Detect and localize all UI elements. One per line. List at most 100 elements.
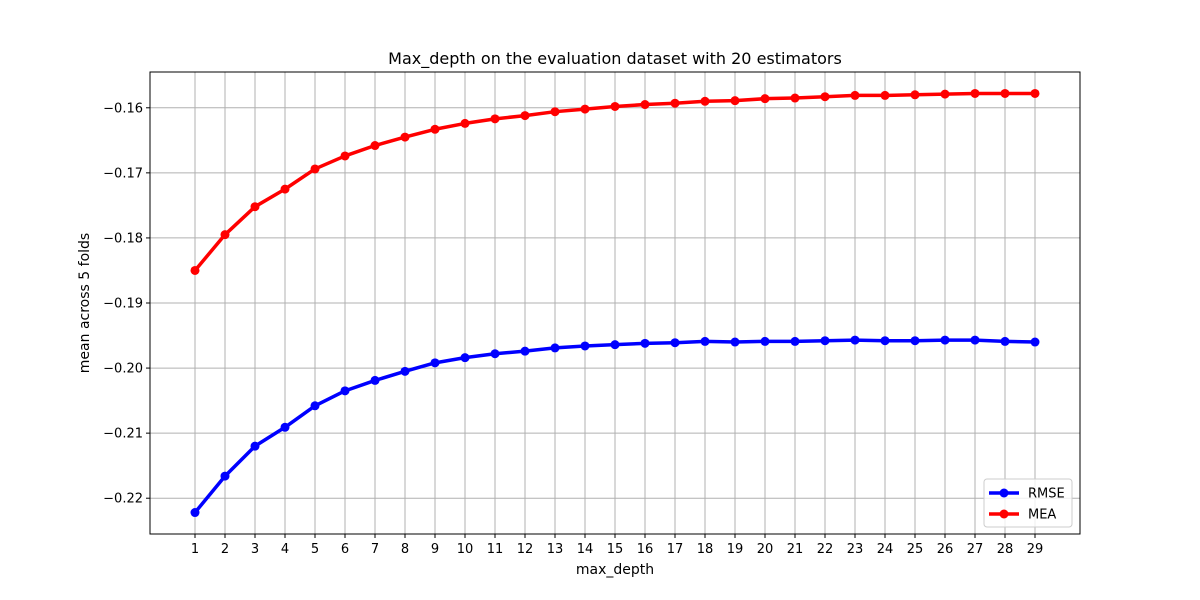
x-tick-label: 9 <box>431 542 439 557</box>
x-tick-label: 6 <box>341 542 349 557</box>
data-point-mea <box>850 90 860 100</box>
data-point-mea <box>880 90 890 100</box>
data-point-rmse <box>430 358 440 368</box>
data-point-mea <box>670 98 680 108</box>
x-tick-label: 20 <box>757 542 774 557</box>
data-point-rmse <box>340 386 350 396</box>
data-point-mea <box>820 92 830 102</box>
x-tick-label: 2 <box>221 542 229 557</box>
data-point-mea <box>220 230 230 240</box>
chart-title: Max_depth on the evaluation dataset with… <box>388 49 842 69</box>
y-axis: −0.22 −0.21 −0.20 −0.19 −0.18 −0.17 −0.16 <box>103 101 150 507</box>
data-point-rmse <box>490 349 500 359</box>
data-point-mea <box>280 184 290 194</box>
data-point-rmse <box>520 346 530 356</box>
data-point-rmse <box>190 508 200 518</box>
data-point-mea <box>370 141 380 151</box>
x-tick-label: 25 <box>907 542 924 557</box>
data-point-rmse <box>220 471 230 481</box>
y-tick-label: −0.17 <box>103 166 143 181</box>
data-point-mea <box>1000 88 1010 98</box>
x-tick-label: 11 <box>487 542 504 557</box>
y-tick-label: −0.20 <box>103 362 143 377</box>
data-point-mea <box>190 265 200 275</box>
x-tick-label: 7 <box>371 542 379 557</box>
y-tick-label: −0.16 <box>103 101 143 116</box>
data-point-rmse <box>460 353 470 363</box>
x-tick-label: 18 <box>697 542 714 557</box>
x-tick-label: 29 <box>1027 542 1044 557</box>
x-tick-label: 15 <box>607 542 624 557</box>
data-point-rmse <box>760 336 770 346</box>
x-tick-label: 21 <box>787 542 804 557</box>
x-tick-label: 14 <box>577 542 594 557</box>
data-point-rmse <box>790 336 800 346</box>
x-tick-label: 4 <box>281 542 289 557</box>
x-tick-label: 24 <box>877 542 894 557</box>
x-tick-label: 28 <box>997 542 1014 557</box>
legend-label-rmse: RMSE <box>1028 487 1065 502</box>
data-point-rmse <box>640 338 650 348</box>
x-axis: 1 2 3 4 5 6 7 8 9 10 11 12 13 14 15 16 17 18 19 20 21 22 23 24 2… <box>191 534 1043 557</box>
x-tick-label: 26 <box>937 542 954 557</box>
data-point-rmse <box>820 336 830 346</box>
data-point-rmse <box>670 338 680 348</box>
data-point-mea <box>400 132 410 142</box>
y-tick-label: −0.19 <box>103 297 143 312</box>
data-point-mea <box>640 100 650 110</box>
data-point-mea <box>760 94 770 104</box>
data-point-mea <box>580 104 590 114</box>
data-point-rmse <box>940 335 950 345</box>
data-point-rmse <box>250 441 260 451</box>
data-point-mea <box>430 124 440 134</box>
x-tick-label: 3 <box>251 542 259 557</box>
data-point-rmse <box>370 375 380 385</box>
data-point-rmse <box>1030 337 1040 347</box>
grid <box>150 72 1080 534</box>
data-point-rmse <box>730 337 740 347</box>
data-point-mea <box>310 164 320 174</box>
x-tick-label: 12 <box>517 542 534 557</box>
data-point-mea <box>910 90 920 100</box>
x-tick-label: 22 <box>817 542 834 557</box>
legend-marker-rmse <box>999 488 1009 498</box>
data-point-rmse <box>310 401 320 411</box>
data-point-mea <box>790 93 800 103</box>
x-tick-label: 8 <box>401 542 409 557</box>
legend-marker-mea <box>999 509 1009 519</box>
y-tick-label: −0.18 <box>103 231 143 246</box>
data-point-mea <box>490 114 500 124</box>
data-point-rmse <box>970 335 980 345</box>
data-point-rmse <box>580 341 590 351</box>
data-point-mea <box>550 107 560 117</box>
data-point-mea <box>250 202 260 212</box>
data-point-rmse <box>400 366 410 376</box>
data-point-mea <box>730 96 740 106</box>
x-tick-label: 1 <box>191 542 199 557</box>
y-tick-label: −0.21 <box>103 427 143 442</box>
data-point-mea <box>940 89 950 99</box>
x-tick-label: 10 <box>457 542 474 557</box>
data-point-rmse <box>910 336 920 346</box>
x-tick-label: 5 <box>311 542 319 557</box>
y-tick-label: −0.22 <box>103 492 143 507</box>
data-point-mea <box>1030 88 1040 98</box>
y-axis-label: mean across 5 folds <box>77 233 93 373</box>
data-point-rmse <box>280 422 290 432</box>
x-tick-label: 27 <box>967 542 984 557</box>
x-tick-label: 19 <box>727 542 744 557</box>
x-tick-label: 16 <box>637 542 654 557</box>
x-axis-label: max_depth <box>576 562 654 578</box>
data-point-mea <box>340 151 350 161</box>
data-point-mea <box>520 111 530 121</box>
data-point-mea <box>610 101 620 111</box>
x-tick-label: 23 <box>847 542 864 557</box>
x-tick-label: 13 <box>547 542 564 557</box>
data-point-rmse <box>880 336 890 346</box>
legend: RMSE MEA <box>983 478 1073 528</box>
data-point-mea <box>970 88 980 98</box>
data-point-rmse <box>1000 336 1010 346</box>
data-point-rmse <box>550 343 560 353</box>
series-layer <box>190 88 1040 518</box>
